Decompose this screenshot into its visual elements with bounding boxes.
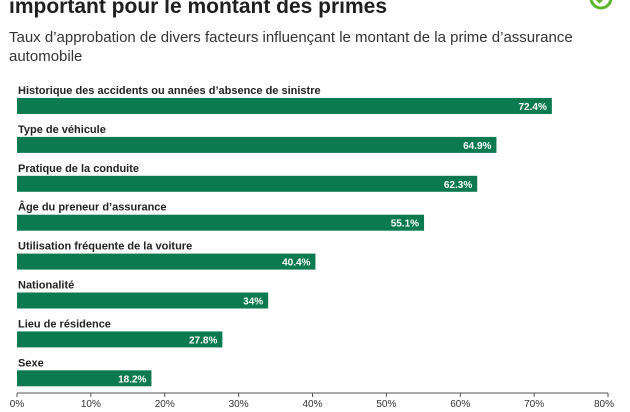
category-label: Type de véhicule xyxy=(18,124,106,136)
bar xyxy=(17,292,269,309)
bar xyxy=(17,175,478,192)
value-label: 40.4% xyxy=(282,258,310,269)
value-label: 64.9% xyxy=(463,141,491,152)
chart-subtitle: Taux d’approbation de divers facteurs in… xyxy=(9,29,573,65)
x-tick-label: 50% xyxy=(376,399,396,410)
value-label: 72.4% xyxy=(518,102,546,113)
x-tick-label: 10% xyxy=(81,399,101,410)
category-label: Âge du preneur d’assurance xyxy=(18,201,167,214)
category-label: Historique des accidents ou années d’abs… xyxy=(18,85,321,97)
category-label: Lieu de résidence xyxy=(18,318,111,330)
value-label: 55.1% xyxy=(391,219,419,230)
category-label: Nationalité xyxy=(18,280,74,292)
category-label: Pratique de la conduite xyxy=(18,163,139,175)
bar xyxy=(17,253,316,270)
bar xyxy=(17,98,552,114)
value-label: 18.2% xyxy=(118,374,146,385)
x-tick-label: 20% xyxy=(155,399,175,410)
bar xyxy=(17,214,425,231)
category-label: Sexe xyxy=(18,357,44,369)
category-label: Utilisation fréquente de la voiture xyxy=(18,241,192,253)
value-label: 62.3% xyxy=(444,180,472,191)
x-tick-label: 30% xyxy=(229,399,249,410)
check-circle-icon xyxy=(589,0,613,10)
value-label: 34% xyxy=(243,297,263,308)
x-tick-label: 80% xyxy=(594,399,614,410)
bar xyxy=(17,331,223,348)
bar xyxy=(17,136,497,153)
x-tick-label: 60% xyxy=(450,399,470,410)
x-tick-label: 40% xyxy=(302,399,322,410)
x-tick-label: 0% xyxy=(10,399,25,410)
bar xyxy=(17,370,152,387)
chart-title: important pour le montant des primes xyxy=(9,0,388,18)
value-label: 27.8% xyxy=(189,335,217,346)
x-tick-label: 70% xyxy=(524,399,544,410)
